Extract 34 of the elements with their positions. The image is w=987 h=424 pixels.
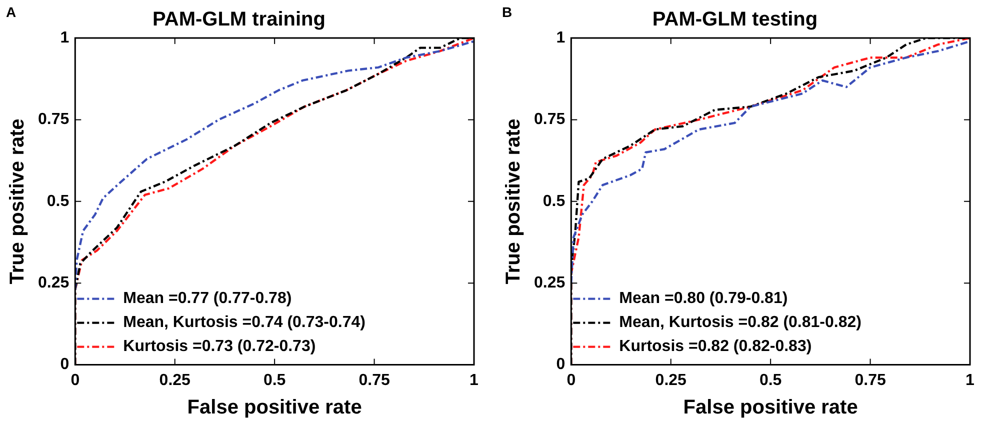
x-tick-label: 0.25 — [655, 372, 687, 389]
x-tick-label: 0.25 — [159, 372, 191, 389]
legend-label: Mean =0.77 (0.77-0.78) — [123, 290, 292, 308]
legend-label: Kurtosis =0.73 (0.72-0.73) — [123, 338, 316, 356]
legend-label: Kurtosis =0.82 (0.82-0.83) — [619, 338, 812, 356]
x-axis-title: False positive rate — [187, 396, 362, 419]
legend-label: Mean, Kurtosis =0.82 (0.81-0.82) — [619, 314, 862, 332]
legend-label: Mean =0.80 (0.79-0.81) — [619, 290, 788, 308]
y-axis-title: True positive rate — [6, 118, 29, 284]
y-tick-label: 0.75 — [38, 111, 70, 128]
x-tick-label: 1 — [470, 372, 479, 389]
legend-label: Mean, Kurtosis =0.74 (0.73-0.74) — [123, 314, 366, 332]
y-tick-label: 0.25 — [38, 274, 70, 292]
chart-title: PAM-GLM testing — [652, 8, 818, 31]
text: B — [502, 4, 512, 20]
text: A — [6, 4, 16, 20]
y-tick-label: 1 — [556, 29, 566, 46]
y-tick-label: 1 — [60, 29, 70, 46]
y-axis-title: True positive rate — [502, 118, 525, 284]
y-tick-label: 0.25 — [534, 274, 566, 292]
x-tick-label: 0.75 — [358, 372, 390, 389]
y-tick-label: 0.5 — [542, 192, 566, 210]
y-tick-label: 0 — [556, 356, 566, 374]
x-tick-label: 0.5 — [263, 372, 286, 389]
y-tick-label: 0 — [60, 356, 70, 374]
chart-title: PAM-GLM training — [152, 8, 326, 31]
y-tick-label: 0.5 — [46, 192, 70, 210]
x-tick-label: 1 — [966, 372, 975, 389]
line-series — [75, 40, 474, 291]
x-tick-label: 0.75 — [854, 372, 886, 389]
x-axis-title: False positive rate — [683, 396, 858, 419]
y-tick-label: 0.75 — [534, 111, 566, 128]
line-series — [571, 40, 970, 284]
x-tick-label: 0.5 — [759, 372, 782, 389]
